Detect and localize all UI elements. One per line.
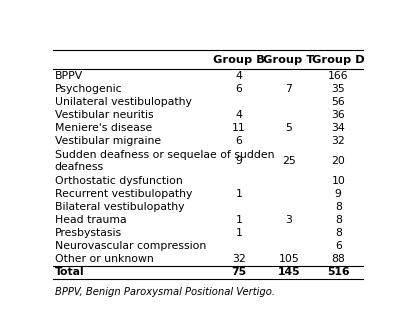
Text: 6: 6 [335,241,342,251]
Text: 7: 7 [285,84,292,94]
Text: 4: 4 [236,71,242,81]
Text: 9: 9 [335,189,342,199]
Text: Vestibular neuritis: Vestibular neuritis [55,110,153,120]
Text: 1: 1 [236,228,242,238]
Text: 9: 9 [236,156,242,166]
Text: Sudden deafness or sequelae of sudden
deafness: Sudden deafness or sequelae of sudden de… [55,150,274,172]
Text: 8: 8 [335,228,342,238]
Text: 516: 516 [327,267,350,277]
Text: 6: 6 [236,136,242,146]
Text: 6: 6 [236,84,242,94]
Text: Vestibular migraine: Vestibular migraine [55,136,161,146]
Text: 1: 1 [236,215,242,225]
Text: Orthostatic dysfunction: Orthostatic dysfunction [55,176,182,186]
Text: Psychogenic: Psychogenic [55,84,122,94]
Text: 4: 4 [236,110,242,120]
Text: BPPV: BPPV [55,71,83,81]
Text: Recurrent vestibulopathy: Recurrent vestibulopathy [55,189,192,199]
Text: 10: 10 [331,176,345,186]
Text: Group D: Group D [312,54,365,65]
Text: 5: 5 [285,123,292,133]
Text: 3: 3 [285,215,292,225]
Text: Total: Total [55,267,84,277]
Text: 32: 32 [332,136,345,146]
Text: 20: 20 [331,156,345,166]
Text: 11: 11 [232,123,246,133]
Text: Group T: Group T [263,54,314,65]
Text: 75: 75 [232,267,247,277]
Text: 56: 56 [332,97,345,107]
Text: Group B: Group B [213,54,265,65]
Text: 145: 145 [277,267,300,277]
Text: 8: 8 [335,202,342,212]
Text: 25: 25 [282,156,296,166]
Text: Bilateral vestibulopathy: Bilateral vestibulopathy [55,202,184,212]
Text: Unilateral vestibulopathy: Unilateral vestibulopathy [55,97,192,107]
Text: Other or unknown: Other or unknown [55,254,154,264]
Text: 88: 88 [332,254,345,264]
Text: 35: 35 [332,84,345,94]
Text: 1: 1 [236,189,242,199]
Text: Neurovascular compression: Neurovascular compression [55,241,206,251]
Text: 32: 32 [232,254,246,264]
Text: 166: 166 [328,71,349,81]
Text: Meniere's disease: Meniere's disease [55,123,152,133]
Text: BPPV, Benign Paroxysmal Positional Vertigo.: BPPV, Benign Paroxysmal Positional Verti… [55,287,275,297]
Text: 8: 8 [335,215,342,225]
Text: 34: 34 [332,123,345,133]
Text: 105: 105 [278,254,299,264]
Text: Presbystasis: Presbystasis [55,228,122,238]
Text: 36: 36 [332,110,345,120]
Text: Head trauma: Head trauma [55,215,126,225]
